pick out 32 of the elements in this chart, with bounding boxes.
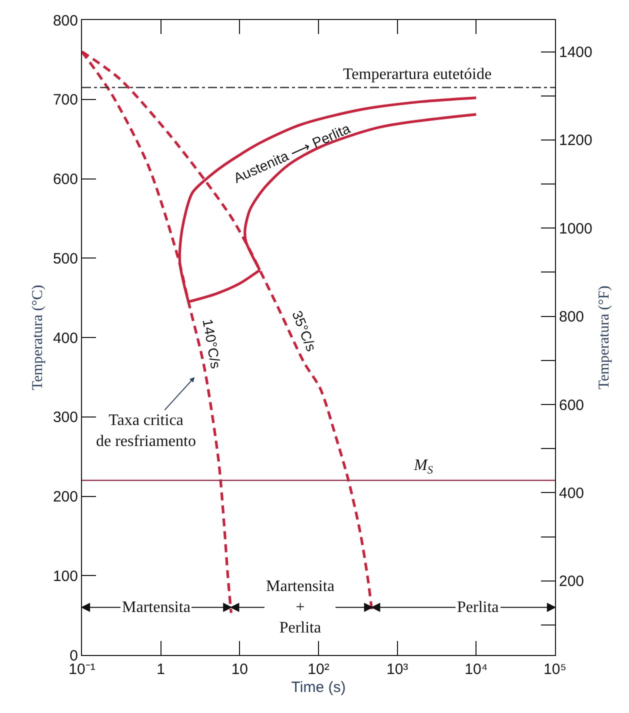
annotation: Perlita <box>457 599 499 616</box>
y2-tick-label: 600 <box>559 396 584 414</box>
annotation: 140°C/s <box>200 318 224 370</box>
y-tick-label: 700 <box>52 92 78 109</box>
x-tick-label: 1 <box>156 661 165 678</box>
y-tick-label: 100 <box>52 568 78 585</box>
y-tick-label: 600 <box>52 171 78 188</box>
x-tick-label: 10³ <box>386 661 408 678</box>
x-tick-label: 10 <box>231 661 248 678</box>
y-tick-label: 500 <box>52 250 78 268</box>
y2-tick-label: 200 <box>559 573 584 590</box>
y2-tick-label: 1000 <box>559 220 592 238</box>
y-tick-label: 300 <box>52 409 78 426</box>
y2-axis-title: Temperatura (°F) <box>596 286 612 390</box>
x-tick-label: 10⁴ <box>464 661 488 678</box>
annotation: Martensita + Perlita <box>266 578 334 637</box>
y2-tick-label: 400 <box>559 484 584 502</box>
y-axis-title: Temperatura (°C) <box>30 284 46 390</box>
x-tick-label: 10⁵ <box>544 661 566 678</box>
y-tick-label: 400 <box>52 330 78 347</box>
ref-line-label: M$_{S}$ <box>413 457 434 476</box>
annotation: 35°C/s <box>289 308 320 354</box>
y2-tick-label: 1200 <box>559 132 592 150</box>
y2-tick-label: 1400 <box>559 44 592 61</box>
y-tick-label: 200 <box>52 488 78 506</box>
y2-tick-label: 800 <box>559 308 584 326</box>
y-tick-label: 800 <box>52 12 78 30</box>
annotation: Martensita <box>122 599 190 616</box>
x-tick-label: 10² <box>308 661 330 678</box>
x-axis-title: Time (s) <box>291 679 346 696</box>
ref-line-label: Temperartura eutetóide <box>343 66 492 83</box>
annotation: Taxa critica de resfriamento <box>96 412 196 450</box>
